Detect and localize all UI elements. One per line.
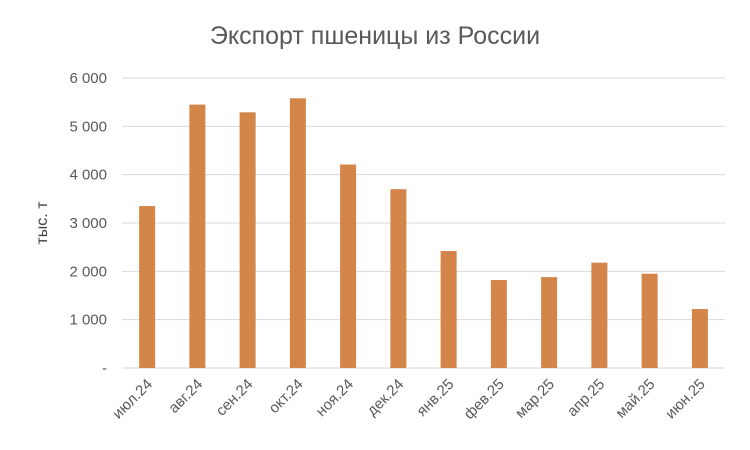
- bar-фев.25: [490, 280, 507, 368]
- x-tick-label: авг.24: [165, 376, 206, 417]
- x-axis-ticks: июл.24 авг.24 сен.24 окт.24 ноя.24 дек.24 янв.…: [109, 376, 708, 423]
- y-tick-label: 6 000: [69, 70, 107, 87]
- bar-дек.24: [390, 189, 407, 368]
- bar-мар.25: [541, 277, 558, 368]
- x-tick-label: май.25: [613, 376, 659, 422]
- x-tick-label: ноя.24: [313, 376, 357, 420]
- y-tick-label: 2 000: [69, 263, 107, 280]
- bar-апр.25: [591, 262, 608, 368]
- y-tick-label: 3 000: [69, 215, 107, 232]
- y-tick-label: 1 000: [69, 312, 107, 329]
- x-tick-label: июн.25: [662, 376, 709, 423]
- chart-title: Экспорт пшеницы из России: [210, 22, 540, 50]
- x-tick-label: июл.24: [109, 376, 156, 423]
- bar-ноя.24: [340, 164, 357, 368]
- x-tick-label: мар.25: [512, 376, 558, 422]
- bar-июл.24: [139, 206, 156, 368]
- y-tick-label: 4 000: [69, 167, 107, 184]
- bar-окт.24: [289, 98, 306, 369]
- bars: [139, 98, 708, 369]
- x-tick-label: дек.24: [364, 376, 407, 419]
- bar-янв.25: [440, 251, 457, 368]
- y-axis-ticks: - 1 000 2 000 3 000 4 000 5 000 6 000: [69, 70, 107, 377]
- bar-сен.24: [239, 112, 256, 368]
- gridlines: [122, 77, 725, 369]
- x-tick-label: сен.24: [213, 376, 257, 420]
- y-tick-label: -: [102, 360, 107, 377]
- x-tick-label: апр.25: [564, 376, 608, 420]
- y-tick-label: 5 000: [69, 118, 107, 135]
- x-tick-label: окт.24: [266, 376, 307, 417]
- x-tick-label: янв.25: [413, 376, 457, 420]
- bar-авг.24: [189, 104, 206, 368]
- bar-май.25: [641, 273, 658, 368]
- bar-июн.25: [691, 309, 708, 368]
- x-tick-label: фев.25: [461, 376, 508, 423]
- y-axis-label: тыс. т: [34, 201, 51, 245]
